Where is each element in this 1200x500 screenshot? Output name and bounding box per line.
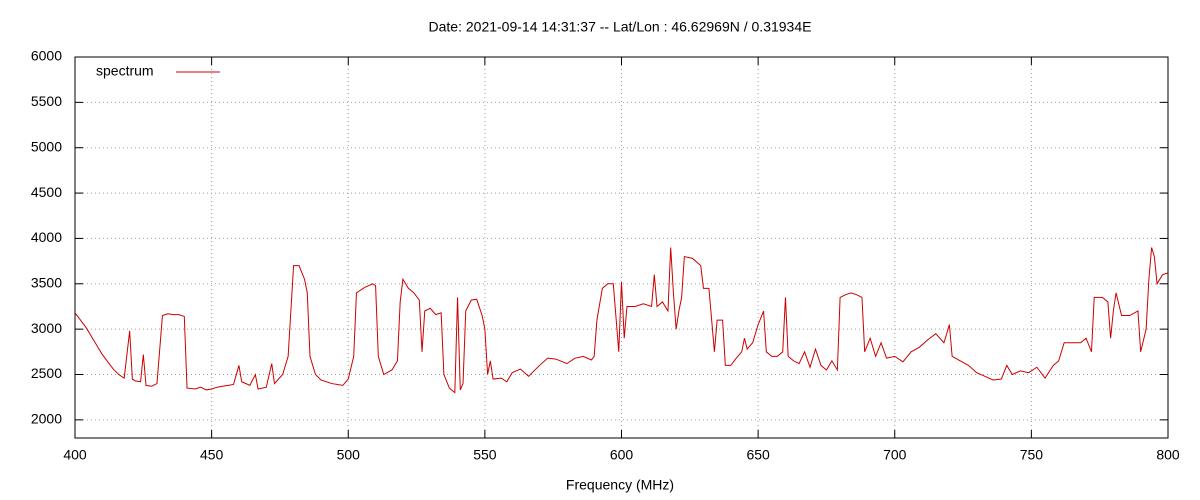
y-tick-label: 2000 [31, 411, 62, 427]
y-tick-label: 6000 [31, 48, 62, 64]
y-tick-label: 3500 [31, 274, 62, 290]
y-tick-label: 2500 [31, 365, 62, 381]
y-tick-label: 5500 [31, 93, 62, 109]
x-tick-label: 750 [1020, 447, 1044, 463]
x-axis-label: Frequency (MHz) [566, 477, 674, 493]
x-tick-label: 800 [1156, 447, 1180, 463]
x-tick-label: 400 [63, 447, 87, 463]
plot-frame [74, 56, 1169, 439]
legend-label: spectrum [96, 63, 154, 79]
x-tick-label: 650 [746, 447, 770, 463]
x-tick-label: 450 [200, 447, 224, 463]
chart-title: Date: 2021-09-14 14:31:37 -- Lat/Lon : 4… [429, 19, 812, 35]
data-line [74, 247, 1169, 394]
x-tick-label: 500 [337, 447, 361, 463]
y-tick-label: 4500 [31, 184, 62, 200]
x-tick-label: 600 [610, 447, 634, 463]
x-tick-label: 550 [473, 447, 497, 463]
y-tick-label: 4000 [31, 229, 62, 245]
x-tick-label: 700 [883, 447, 907, 463]
y-tick-label: 3000 [31, 320, 62, 336]
y-tick-label: 5000 [31, 138, 62, 154]
